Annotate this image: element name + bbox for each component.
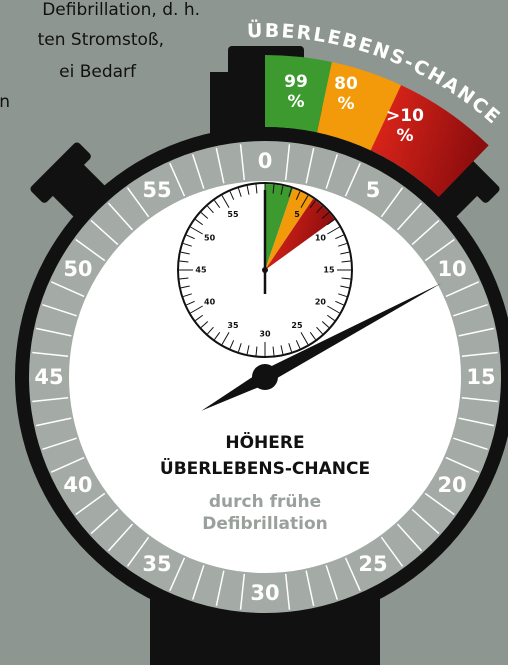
subdial-hub bbox=[262, 267, 268, 273]
chance-number: >10 bbox=[386, 106, 424, 126]
chance-number: 80 bbox=[334, 74, 358, 94]
dial-label: 20 bbox=[437, 473, 466, 497]
subdial-label: 30 bbox=[259, 330, 271, 339]
stopwatch: 051015202530354045505599%80%>10%ÜBERLEBE… bbox=[15, 18, 508, 665]
subdial-label: 5 bbox=[294, 210, 300, 219]
page: Defibrillation, d. h. ten Stromstoß, ei … bbox=[0, 0, 508, 665]
dial-label: 15 bbox=[466, 365, 495, 389]
intro-line: n bbox=[0, 92, 10, 112]
dial-label: 50 bbox=[63, 257, 92, 281]
dial-label: 10 bbox=[437, 257, 466, 281]
chance-unit: % bbox=[287, 92, 304, 112]
intro-line: Defibrillation, d. h. bbox=[42, 0, 200, 20]
stopwatch-infographic: Defibrillation, d. h. ten Stromstoß, ei … bbox=[0, 0, 508, 665]
dial-label: 5 bbox=[366, 178, 381, 202]
subdial-label: 25 bbox=[291, 321, 303, 330]
center-text: ÜBERLEBENS-CHANCE bbox=[160, 457, 370, 479]
chance-unit: % bbox=[337, 94, 354, 114]
dial-label: 55 bbox=[142, 178, 171, 202]
dial-label: 45 bbox=[34, 365, 63, 389]
chance-unit: % bbox=[396, 126, 413, 146]
main-hub bbox=[252, 364, 278, 390]
intro-text: Defibrillation, d. h. ten Stromstoß, ei … bbox=[0, 0, 200, 112]
intro-line: ei Bedarf bbox=[59, 62, 137, 82]
dial-label: 30 bbox=[250, 581, 279, 605]
center-text: HÖHERE bbox=[225, 431, 304, 453]
subdial-label: 10 bbox=[315, 234, 327, 243]
dial-label: 0 bbox=[258, 149, 273, 173]
intro-line: ten Stromstoß, bbox=[38, 30, 164, 50]
subdial-label: 15 bbox=[323, 266, 335, 275]
center-text: durch frühe bbox=[209, 492, 321, 512]
subdial-label: 55 bbox=[227, 210, 239, 219]
chance-number: 99 bbox=[284, 72, 308, 92]
subdial-label: 50 bbox=[204, 234, 216, 243]
subdial-label: 45 bbox=[195, 266, 207, 275]
dial-label: 25 bbox=[358, 552, 387, 576]
dial-label: 35 bbox=[142, 552, 171, 576]
dial-label: 40 bbox=[63, 473, 92, 497]
subdial-label: 35 bbox=[227, 321, 239, 330]
center-text: Defibrillation bbox=[202, 514, 327, 534]
subdial-label: 40 bbox=[204, 298, 216, 307]
subdial-label: 20 bbox=[315, 298, 327, 307]
